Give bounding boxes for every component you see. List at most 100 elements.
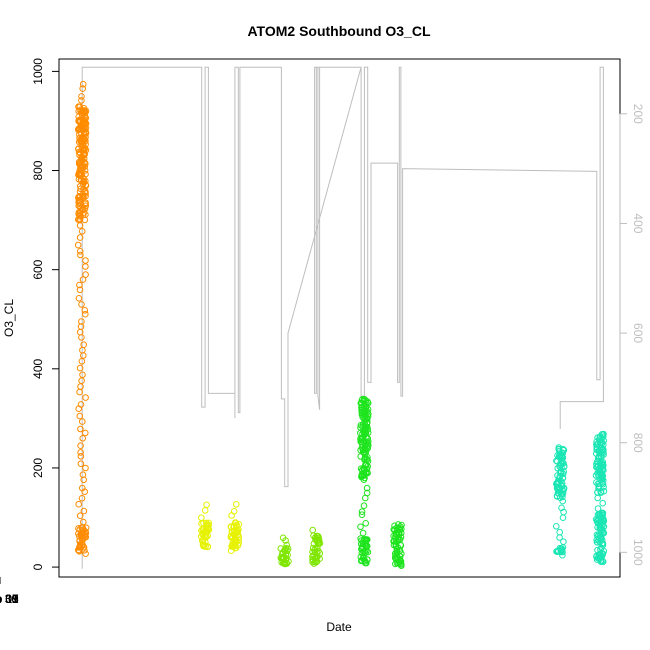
data-point [279, 554, 286, 562]
data-point [77, 460, 85, 468]
data-point [555, 475, 563, 483]
series-2-cluster-1 [309, 526, 324, 567]
data-point [75, 103, 82, 110]
data-point [359, 529, 367, 537]
data-point [559, 445, 567, 453]
data-point [198, 520, 205, 527]
data-point [557, 490, 565, 498]
data-point [82, 310, 89, 318]
data-point [357, 424, 364, 431]
data-point [75, 500, 82, 508]
data-point [78, 170, 86, 178]
data-point [594, 538, 601, 546]
data-point [76, 151, 83, 159]
data-point [78, 318, 85, 325]
right-tick-label: 800 [631, 433, 645, 453]
data-point [398, 550, 405, 558]
data-point [81, 126, 89, 133]
data-point [395, 536, 402, 543]
data-point [79, 80, 87, 88]
x-tick-label: Feb 01 [0, 592, 19, 606]
data-point [76, 234, 84, 241]
series-0-cluster-0 [74, 80, 90, 558]
data-point [285, 558, 292, 565]
data-point [78, 358, 86, 365]
data-point [559, 449, 567, 457]
data-point [392, 552, 399, 559]
data-point [358, 511, 366, 519]
data-point [79, 371, 86, 379]
data-point [359, 430, 366, 438]
data-point [599, 516, 607, 524]
data-point [310, 540, 318, 548]
data-point [363, 542, 371, 550]
data-point [593, 531, 601, 539]
right-tick-label: 1000 [631, 539, 645, 566]
data-point [360, 402, 368, 410]
data-point [76, 526, 84, 533]
data-point [81, 205, 89, 213]
data-point [559, 514, 567, 522]
data-point [357, 421, 365, 429]
x-tick-label: Feb 09 [0, 592, 19, 606]
data-point [559, 459, 566, 466]
data-point [79, 435, 86, 442]
right-tick-label: 400 [631, 213, 645, 233]
data-point [230, 523, 238, 530]
data-point [557, 548, 565, 556]
data-point [82, 531, 89, 538]
data-point [360, 502, 368, 510]
data-point [362, 415, 369, 423]
y-tick-label: 1000 [31, 58, 45, 85]
data-point [558, 504, 565, 512]
data-point [78, 93, 85, 100]
data-point [77, 425, 84, 433]
data-point [362, 520, 370, 527]
data-point [364, 454, 371, 461]
data-point [230, 530, 238, 537]
data-point [79, 193, 86, 200]
data-point [557, 468, 564, 476]
data-point [230, 508, 238, 515]
data-point [79, 147, 87, 155]
data-point [75, 525, 82, 532]
series-1-cluster-0 [197, 501, 213, 551]
data-point [81, 130, 88, 138]
data-point [203, 528, 211, 536]
data-point [77, 135, 85, 143]
data-point [76, 512, 84, 520]
data-point [79, 85, 86, 92]
data-point [76, 248, 84, 255]
y-axis: 0 200 400 600 800 1000 [31, 58, 60, 570]
x-tick-label: Feb 05 [0, 592, 19, 606]
data-point [77, 453, 85, 460]
data-point [233, 501, 240, 508]
data-point [77, 251, 84, 259]
data-point [397, 529, 405, 537]
data-point [553, 548, 561, 556]
trace-line [81, 66, 604, 569]
data-point [598, 459, 606, 467]
data-point [598, 552, 606, 560]
data-point [363, 559, 370, 567]
data-point [600, 449, 607, 457]
data-point [78, 495, 86, 502]
data-point [82, 119, 89, 126]
data-point [558, 547, 565, 555]
series-3-cluster-0 [357, 395, 372, 567]
data-point [79, 418, 86, 425]
data-point [560, 462, 568, 470]
data-point [235, 539, 242, 547]
data-point [357, 523, 364, 531]
data-point [235, 536, 242, 544]
data-point [77, 205, 84, 212]
data-point [363, 556, 371, 563]
y-tick-label: 600 [31, 259, 45, 279]
data-point [555, 453, 563, 461]
data-point [556, 534, 563, 541]
data-point [79, 484, 86, 492]
x-tick-label: Feb 11 [0, 592, 19, 606]
data-point [360, 554, 367, 561]
data-point [593, 443, 601, 451]
x-tick-label: Feb 03 [0, 592, 19, 606]
